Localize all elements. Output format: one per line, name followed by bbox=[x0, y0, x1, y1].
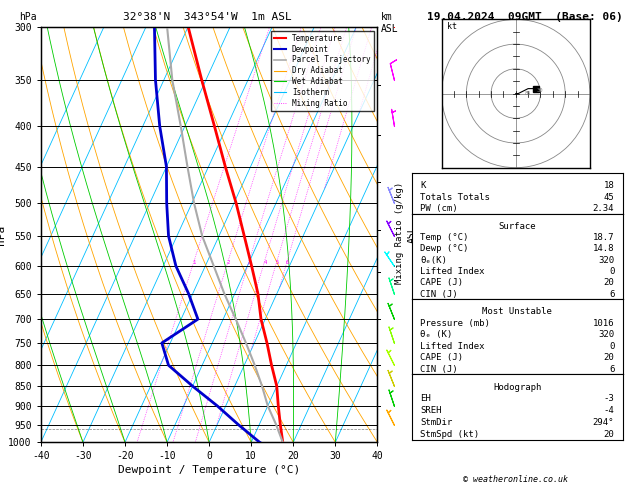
Text: © weatheronline.co.uk: © weatheronline.co.uk bbox=[464, 474, 568, 484]
Text: Dewp (°C): Dewp (°C) bbox=[420, 244, 469, 254]
Text: 20: 20 bbox=[604, 430, 615, 439]
Text: StmDir: StmDir bbox=[420, 418, 453, 427]
Text: Most Unstable: Most Unstable bbox=[482, 307, 552, 316]
Text: 6: 6 bbox=[609, 290, 615, 299]
Text: 18.7: 18.7 bbox=[593, 233, 615, 242]
Text: 18: 18 bbox=[604, 181, 615, 190]
Text: CIN (J): CIN (J) bbox=[420, 365, 458, 374]
Text: 4: 4 bbox=[263, 260, 267, 265]
Text: θₑ (K): θₑ (K) bbox=[420, 330, 453, 339]
Text: 19.04.2024  09GMT  (Base: 06): 19.04.2024 09GMT (Base: 06) bbox=[427, 12, 623, 22]
Text: 2: 2 bbox=[226, 260, 230, 265]
Text: -4: -4 bbox=[604, 406, 615, 416]
Text: Mixing Ratio (g/kg): Mixing Ratio (g/kg) bbox=[395, 182, 404, 284]
Text: 20: 20 bbox=[604, 353, 615, 363]
Text: 2.34: 2.34 bbox=[593, 205, 615, 213]
Text: 30: 30 bbox=[537, 88, 543, 93]
Text: LCL: LCL bbox=[382, 424, 396, 434]
Text: θₑ(K): θₑ(K) bbox=[420, 256, 447, 265]
Text: EH: EH bbox=[420, 395, 431, 403]
Text: 14.8: 14.8 bbox=[593, 244, 615, 254]
Text: -3: -3 bbox=[604, 395, 615, 403]
Text: StmSpd (kt): StmSpd (kt) bbox=[420, 430, 479, 439]
Text: 320: 320 bbox=[598, 330, 615, 339]
Text: 6: 6 bbox=[609, 365, 615, 374]
Text: SREH: SREH bbox=[420, 406, 442, 416]
Text: K: K bbox=[420, 181, 426, 190]
Text: 320: 320 bbox=[598, 256, 615, 265]
Y-axis label: hPa: hPa bbox=[0, 225, 6, 244]
Text: 1016: 1016 bbox=[593, 319, 615, 328]
X-axis label: Dewpoint / Temperature (°C): Dewpoint / Temperature (°C) bbox=[118, 466, 300, 475]
Text: Pressure (mb): Pressure (mb) bbox=[420, 319, 490, 328]
Text: Lifted Index: Lifted Index bbox=[420, 267, 485, 276]
Text: 294°: 294° bbox=[593, 418, 615, 427]
Text: 20: 20 bbox=[604, 278, 615, 288]
Text: 0: 0 bbox=[609, 342, 615, 351]
Text: CAPE (J): CAPE (J) bbox=[420, 353, 464, 363]
Text: Totals Totals: Totals Totals bbox=[420, 192, 490, 202]
Text: 3: 3 bbox=[248, 260, 251, 265]
Text: 32°38'N  343°54'W  1m ASL: 32°38'N 343°54'W 1m ASL bbox=[123, 12, 292, 22]
Text: CAPE (J): CAPE (J) bbox=[420, 278, 464, 288]
Text: PW (cm): PW (cm) bbox=[420, 205, 458, 213]
Text: 5: 5 bbox=[276, 260, 279, 265]
Text: 45: 45 bbox=[604, 192, 615, 202]
Text: Hodograph: Hodograph bbox=[493, 382, 542, 392]
Text: hPa: hPa bbox=[19, 12, 36, 22]
Text: 85: 85 bbox=[525, 91, 531, 96]
Text: 0: 0 bbox=[609, 267, 615, 276]
Text: CIN (J): CIN (J) bbox=[420, 290, 458, 299]
Text: km
ASL: km ASL bbox=[381, 12, 398, 34]
Text: Temp (°C): Temp (°C) bbox=[420, 233, 469, 242]
Text: kt: kt bbox=[447, 22, 457, 31]
Y-axis label: km
ASL: km ASL bbox=[395, 226, 416, 243]
Text: Surface: Surface bbox=[499, 222, 536, 231]
Text: 6: 6 bbox=[286, 260, 289, 265]
Text: Lifted Index: Lifted Index bbox=[420, 342, 485, 351]
Text: 1: 1 bbox=[192, 260, 196, 265]
Legend: Temperature, Dewpoint, Parcel Trajectory, Dry Adiabat, Wet Adiabat, Isotherm, Mi: Temperature, Dewpoint, Parcel Trajectory… bbox=[271, 31, 374, 111]
